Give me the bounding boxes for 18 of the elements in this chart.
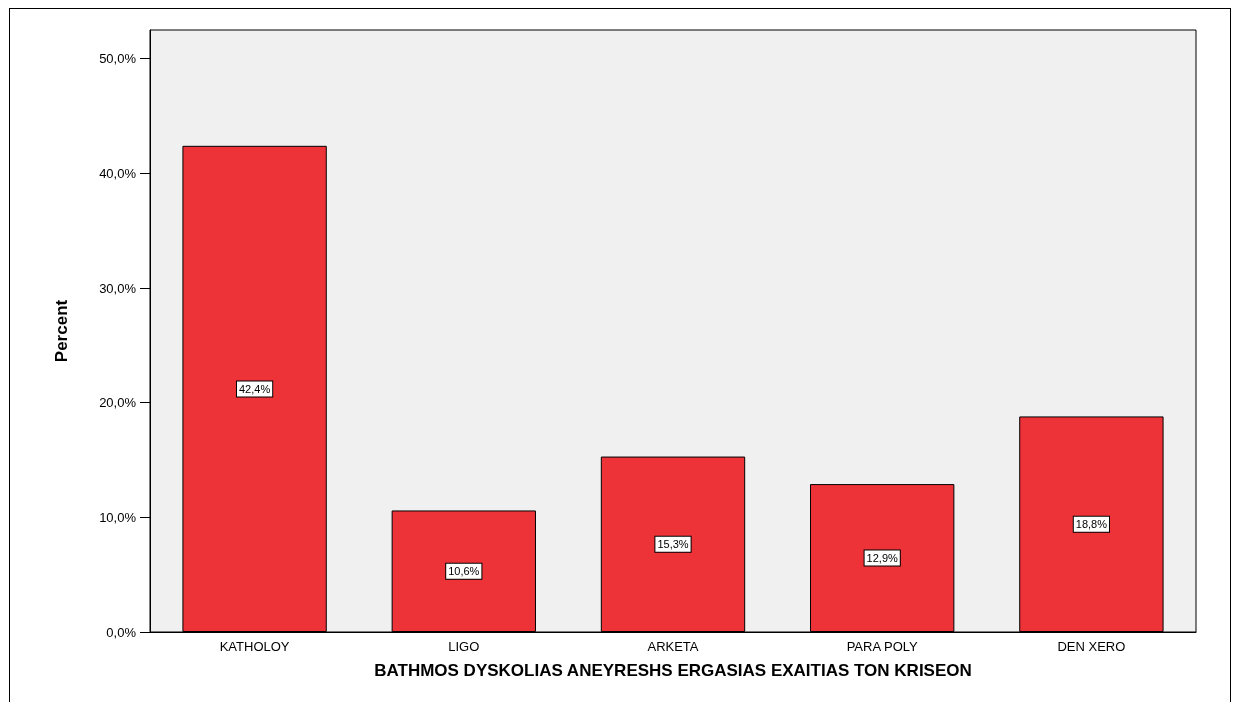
y-tick-label: 20,0% [99,395,137,411]
y-axis-title: Percent [52,299,71,363]
y-tick-label: 0,0% [106,624,137,640]
y-tick-label: 50,0% [99,51,137,67]
x-axis-title: BATHMOS DYSKOLIAS ANEYRESHS ERGASIAS EXAITIAS TON KRISEON [374,661,972,680]
y-tick-label: 40,0% [99,165,137,181]
data-label: 42,4% [239,382,271,395]
x-tick-label: DEN XERO [1057,639,1126,654]
x-tick-label: PARA POLY [846,639,919,654]
x-tick-label: ARKETA [647,639,699,654]
x-tick-label: KATHOLOY [219,639,290,654]
x-tick-label: LIGO [448,639,480,654]
data-label: 18,8% [1075,518,1108,531]
data-label: 12,9% [866,552,899,565]
data-label: 15,3% [657,538,689,551]
data-label: 10,6% [448,565,480,578]
y-tick-label: 30,0% [99,280,137,296]
y-tick-label: 10,0% [99,509,137,525]
